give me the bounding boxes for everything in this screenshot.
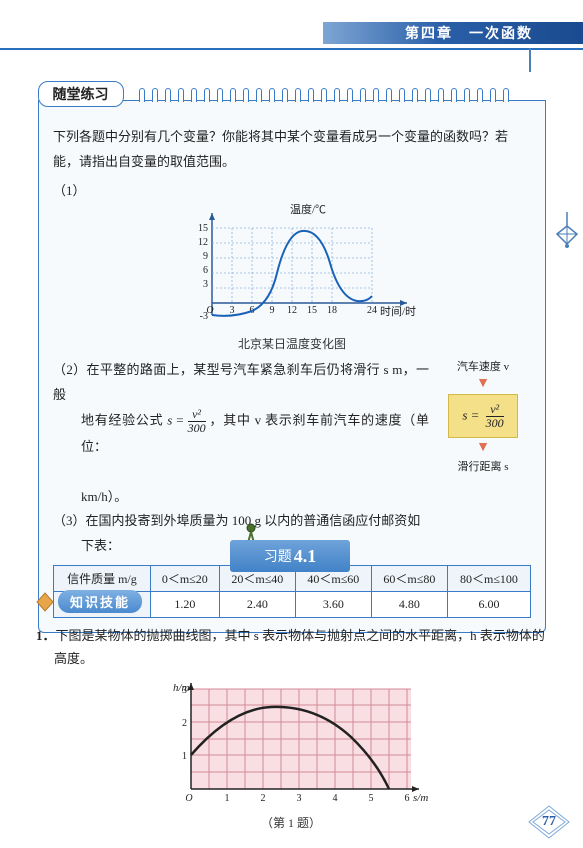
formula-box: s = v²300 — [448, 394, 518, 438]
svg-text:O: O — [185, 793, 192, 804]
trajectory-chart: h/m 1 2 3 O 1 2 3 4 5 6 s/m — [151, 679, 431, 809]
chart1-xlabel: 时间/时 — [380, 305, 416, 318]
car-label-top: 汽车速度 v — [435, 358, 531, 374]
chapter-header: 第四章 一次函数 — [323, 22, 583, 44]
exercise-number: 4.1 — [294, 546, 317, 567]
svg-text:2: 2 — [182, 718, 187, 729]
chart2-xlabel: s/m — [413, 792, 428, 804]
problem-text: 下图是某物体的抛掷曲线图，其中 s 表示物体与抛射点之间的水平距离，h 表示物体… — [54, 624, 546, 671]
table-cell: 6.00 — [447, 591, 530, 617]
svg-text:5: 5 — [369, 793, 374, 804]
svg-text:2: 2 — [261, 793, 266, 804]
svg-text:9: 9 — [203, 251, 208, 262]
table-cell: 1.20 — [150, 591, 219, 617]
diamond-icon — [36, 591, 54, 613]
svg-text:18: 18 — [327, 305, 337, 316]
q2-wrap: （2）在平整的路面上，某型号汽车紧急刹车后仍将滑行 s m，一般 地有经验公式 … — [53, 358, 531, 558]
problem-number: 1． — [36, 624, 56, 647]
svg-text:15: 15 — [307, 305, 317, 316]
table-cell: 4.80 — [371, 591, 447, 617]
header-divider — [0, 48, 583, 50]
table-header: 0＜m≤20 — [150, 565, 219, 591]
svg-text:15: 15 — [198, 223, 208, 234]
spiral-binding — [139, 88, 509, 102]
side-ornament-icon — [553, 210, 581, 254]
section-title: 知识技能 — [58, 590, 142, 613]
svg-text:3: 3 — [182, 685, 187, 696]
car-diagram: 汽车速度 v ▼ s = v²300 ▼ 滑行距离 s — [435, 358, 531, 474]
svg-text:12: 12 — [198, 237, 208, 248]
table-cell: 2.40 — [219, 591, 295, 617]
table-header: 信件质量 m/g — [54, 565, 151, 591]
exercise-badge: 习题 4.1 — [230, 540, 350, 572]
temperature-chart: 温度/℃ 15 12 9 6 3 -3 — [162, 203, 422, 333]
svg-text:3: 3 — [203, 279, 208, 290]
car-label-bottom: 滑行距离 s — [435, 458, 531, 474]
table-cell: 3.60 — [295, 591, 371, 617]
chart1-ylabel: 温度/℃ — [290, 203, 326, 216]
exercise-label: 习题 — [264, 546, 292, 566]
page-number-wrap: 77 — [525, 804, 573, 840]
svg-text:9: 9 — [270, 305, 275, 316]
practice-title: 随堂练习 — [38, 81, 124, 107]
svg-text:6: 6 — [203, 265, 208, 276]
svg-text:1: 1 — [182, 751, 187, 762]
page-number: 77 — [525, 804, 573, 840]
q1-number: （1） — [53, 180, 531, 199]
hook-line — [529, 48, 531, 72]
svg-text:6: 6 — [405, 793, 410, 804]
svg-text:12: 12 — [287, 305, 297, 316]
table-header: 80＜m≤100 — [447, 565, 530, 591]
q2-text: （2）在平整的路面上，某型号汽车紧急刹车后仍将滑行 s m，一般 地有经验公式 … — [53, 358, 429, 558]
down-arrow-icon: ▼ — [435, 440, 531, 456]
down-arrow-icon: ▼ — [435, 376, 531, 392]
svg-text:1: 1 — [225, 793, 230, 804]
svg-text:3: 3 — [297, 793, 302, 804]
section-tag: 知识技能 — [36, 590, 142, 613]
problem-1: 1． 下图是某物体的抛掷曲线图，其中 s 表示物体与抛射点之间的水平距离，h 表… — [36, 624, 546, 834]
svg-text:4: 4 — [333, 793, 338, 804]
chart1-caption: 北京某日温度变化图 — [53, 335, 531, 352]
svg-text:24: 24 — [367, 305, 377, 316]
chapter-title: 第四章 一次函数 — [405, 23, 533, 43]
table-header: 60＜m≤80 — [371, 565, 447, 591]
chart2-caption: （第 1 题） — [36, 813, 546, 835]
practice-intro: 下列各题中分别有几个变量？你能将其中某个变量看成另一个变量的函数吗？若能，请指出… — [53, 125, 531, 174]
